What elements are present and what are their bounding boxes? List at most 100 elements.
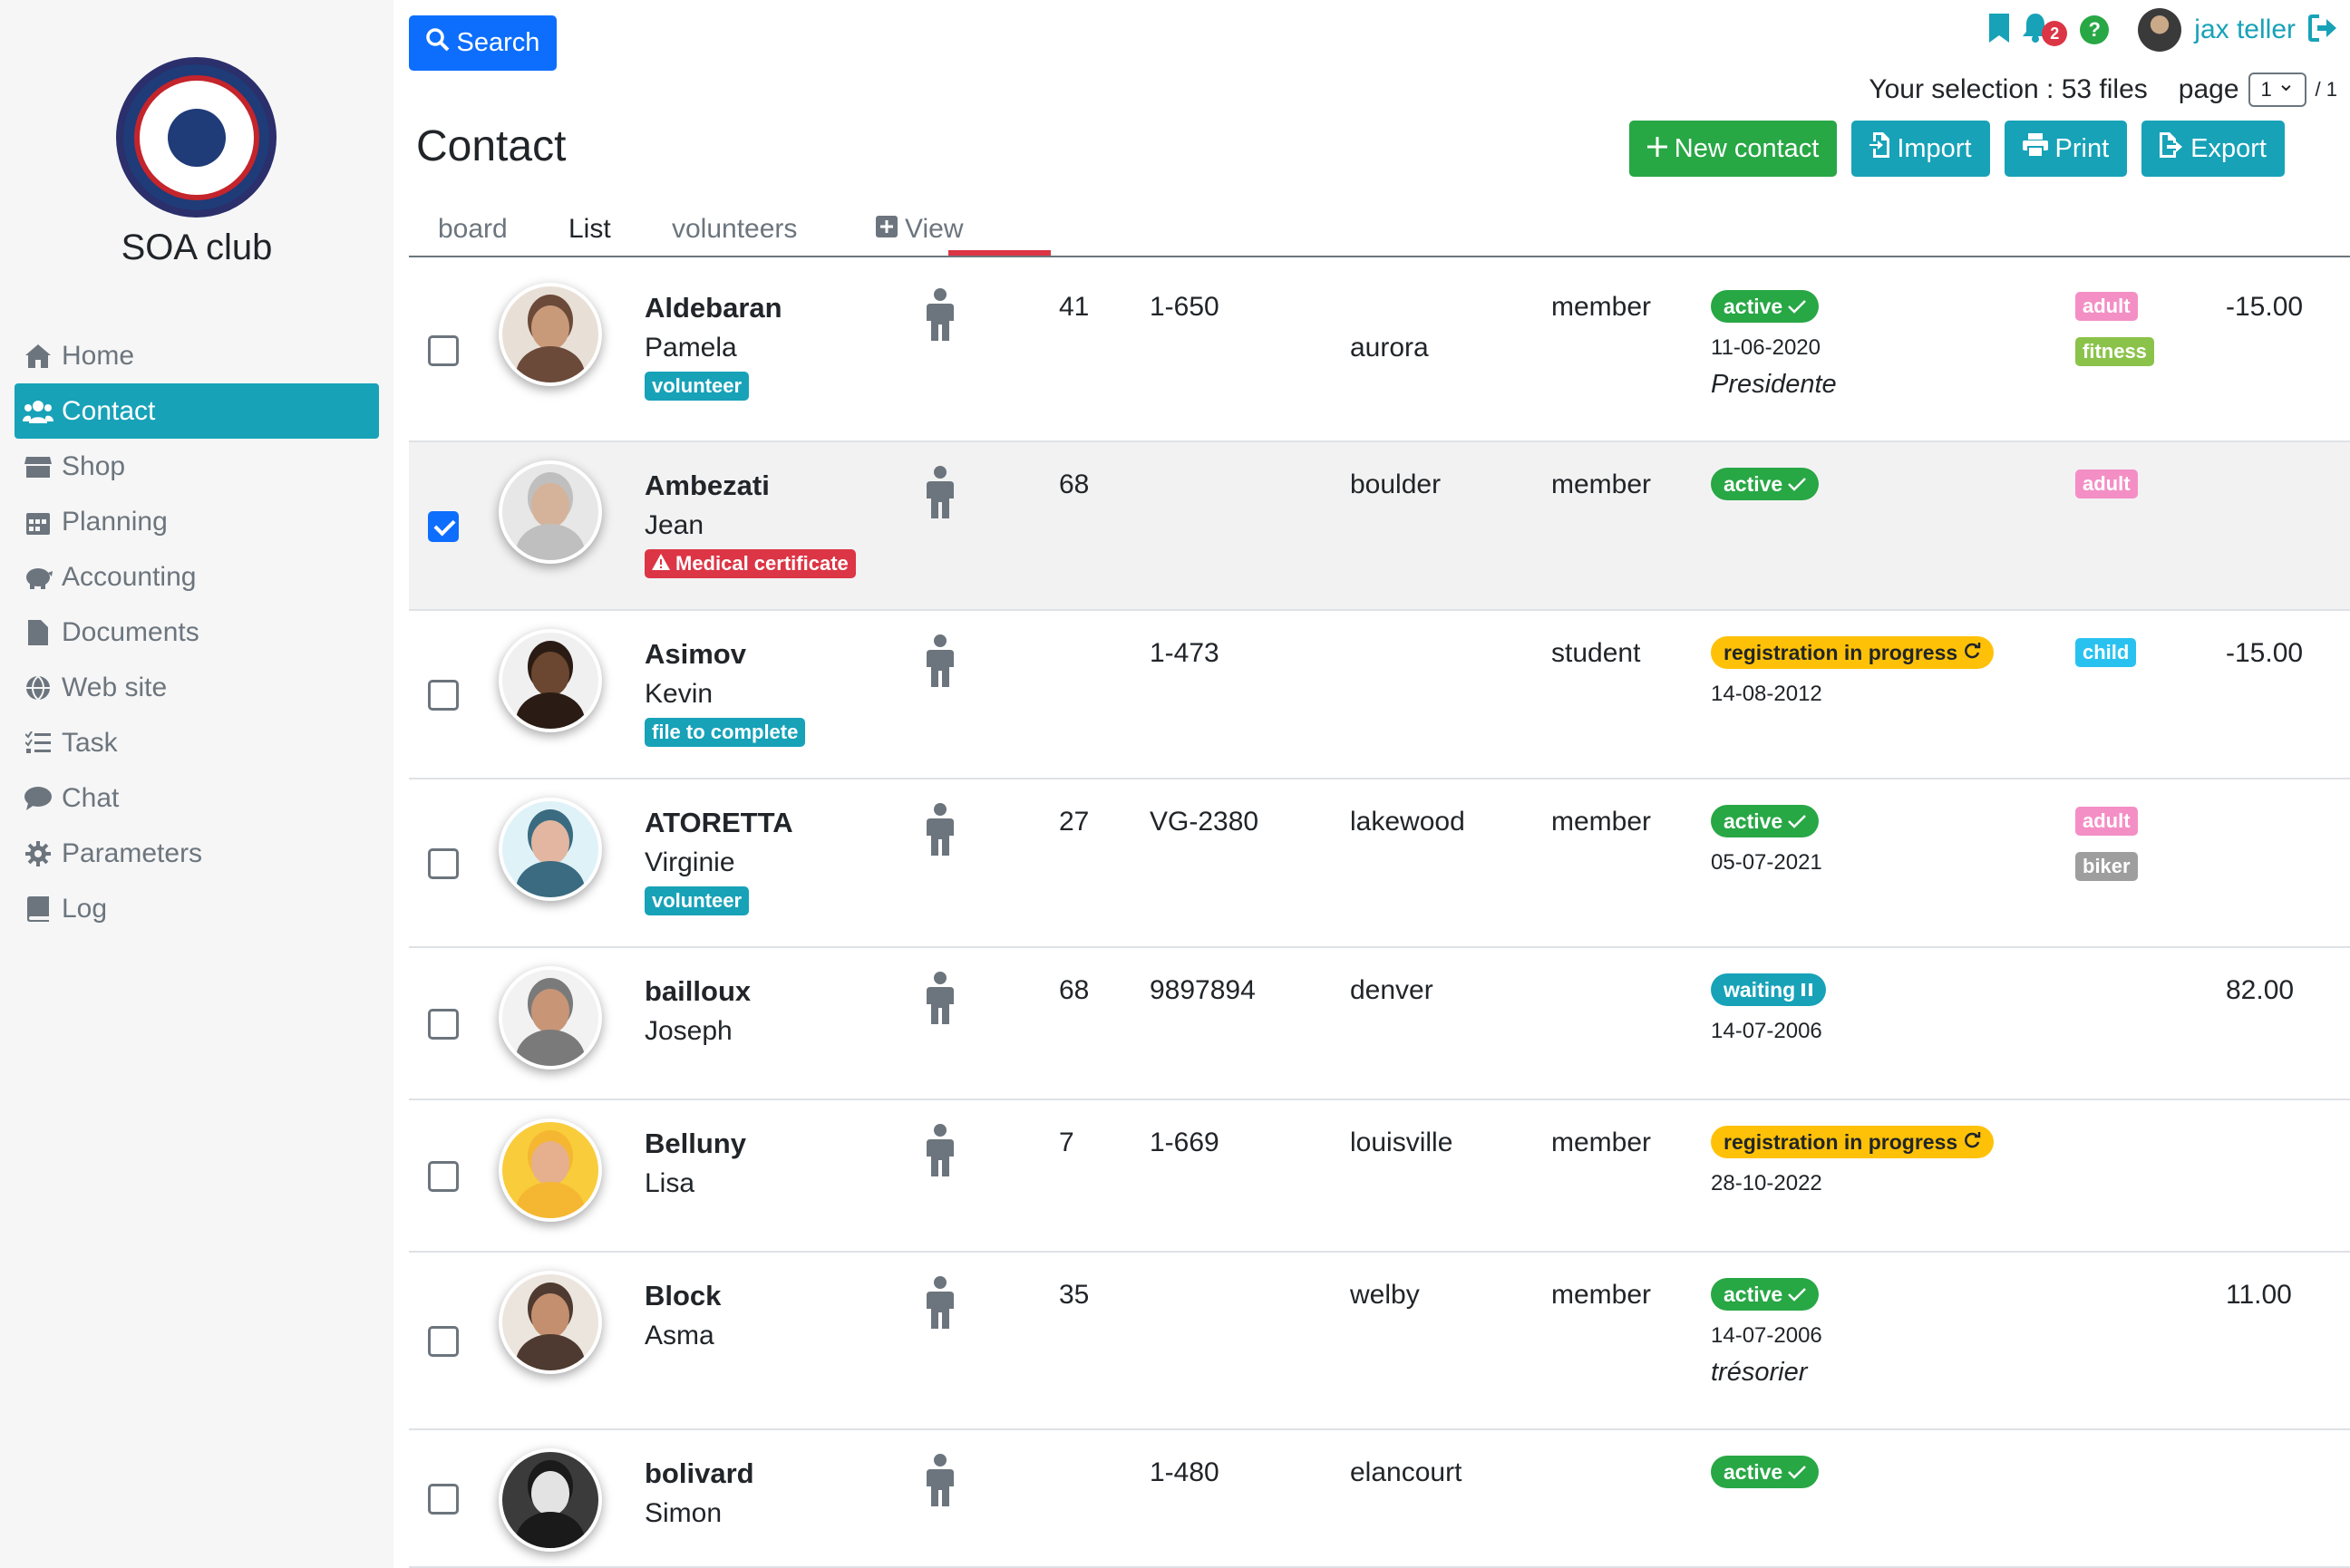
sidebar-item-accounting[interactable]: Accounting <box>15 549 379 605</box>
contact-avatar[interactable] <box>499 629 602 732</box>
check-icon <box>1788 472 1807 497</box>
contact-first-name: Simon <box>645 1498 723 1528</box>
sidebar-item-shop[interactable]: Shop <box>15 439 379 494</box>
import-button[interactable]: Import <box>1851 121 1990 177</box>
sidebar-item-label: Documents <box>62 616 199 647</box>
tab-volunteers[interactable]: volunteers <box>672 214 798 244</box>
help-icon[interactable]: ? <box>2080 15 2110 44</box>
contact-row[interactable]: ATORETTA Virginie volunteer 27 VG-2380 lakewo… <box>409 779 2350 948</box>
contact-last-name[interactable]: Asimov <box>645 638 746 670</box>
calendar-icon <box>22 509 54 535</box>
contact-last-name[interactable]: bailloux <box>645 975 752 1007</box>
sidebar-item-label: Task <box>62 727 118 758</box>
contact-status-date: 28-10-2022 <box>1711 1171 1822 1195</box>
print-label: Print <box>2054 133 2110 163</box>
contact-city: boulder <box>1350 469 1442 499</box>
person-icon <box>927 1124 954 1176</box>
category-badge: biker <box>2075 852 2138 881</box>
notification-count-badge: 2 <box>2042 21 2068 46</box>
contact-last-name[interactable]: Block <box>645 1280 722 1312</box>
contact-age: 7 <box>1059 1128 1074 1157</box>
contact-avatar[interactable] <box>499 966 602 1070</box>
user-avatar[interactable] <box>2138 8 2182 52</box>
contact-row[interactable]: Aldebaran Pamela volunteer 41 1-650 aurora mem… <box>409 259 2350 442</box>
row-checkbox[interactable] <box>428 848 459 879</box>
contact-last-name[interactable]: ATORETTA <box>645 807 793 838</box>
page-title: Contact <box>416 122 567 170</box>
row-checkbox[interactable] <box>428 511 459 542</box>
sidebar-item-website[interactable]: Web site <box>15 660 379 715</box>
sidebar-item-label: Parameters <box>62 837 203 868</box>
tab-view[interactable]: View <box>876 214 963 245</box>
sidebar-item-log[interactable]: Log <box>15 881 379 936</box>
contact-city: elancourt <box>1350 1457 1462 1487</box>
sidebar-item-planning[interactable]: Planning <box>15 494 379 549</box>
row-checkbox[interactable] <box>428 680 459 711</box>
contact-last-name[interactable]: bolivard <box>645 1457 754 1489</box>
status-label: active <box>1724 1282 1783 1306</box>
contact-row[interactable]: Block Asma 35 welby member active 14-07-2006 tr… <box>409 1253 2350 1430</box>
contact-balance: -15.00 <box>2226 292 2304 322</box>
row-checkbox[interactable] <box>428 1326 459 1357</box>
new-contact-button[interactable]: New contact <box>1628 121 1838 177</box>
club-name: SOA club <box>121 227 273 267</box>
search-button-label: Search <box>456 28 540 57</box>
contact-avatar[interactable] <box>499 460 602 564</box>
search-button[interactable]: Search <box>409 15 557 71</box>
club-logo[interactable] <box>116 57 277 218</box>
contact-member-type: member <box>1551 292 1652 322</box>
contact-last-name[interactable]: Ambezati <box>645 469 770 501</box>
export-button[interactable]: Export <box>2141 121 2285 177</box>
contact-last-name[interactable]: Aldebaran <box>645 292 782 324</box>
sidebar-item-contact[interactable]: Contact <box>15 383 379 439</box>
contact-status-badge: active <box>1711 290 1820 323</box>
sidebar-item-chat[interactable]: Chat <box>15 770 379 826</box>
notifications-button[interactable]: 2 <box>2022 12 2068 48</box>
row-checkbox[interactable] <box>428 335 459 366</box>
contact-row[interactable]: bolivard Simon 1-480 elancourt active <box>409 1430 2350 1568</box>
contact-member-type: member <box>1551 1128 1652 1157</box>
bookmark-icon[interactable] <box>1989 13 2010 47</box>
contact-status-date: 14-08-2012 <box>1711 682 1822 706</box>
category-badge: child <box>2075 638 2137 667</box>
page-label: page <box>2178 74 2239 104</box>
contact-age: 68 <box>1059 469 1090 499</box>
contact-avatar[interactable] <box>499 1448 602 1552</box>
contact-first-name: Joseph <box>645 1016 733 1046</box>
tab-list[interactable]: List <box>568 214 611 244</box>
user-name-link[interactable]: jax teller <box>2194 15 2296 44</box>
sidebar-item-home[interactable]: Home <box>15 328 379 383</box>
tab-board[interactable]: board <box>438 214 508 244</box>
row-checkbox[interactable] <box>428 1009 459 1040</box>
sidebar-item-parameters[interactable]: Parameters <box>15 826 379 881</box>
contact-row[interactable]: Ambezati Jean Medical certificate 68 boulder… <box>409 442 2350 611</box>
logout-icon[interactable] <box>2308 14 2337 47</box>
contact-row[interactable]: Belluny Lisa 7 1-669 louisville member registr… <box>409 1100 2350 1253</box>
contact-member-type: student <box>1551 638 1641 668</box>
comment-icon <box>22 786 54 810</box>
row-checkbox[interactable] <box>428 1161 459 1192</box>
page-select[interactable]: 1 <box>2248 71 2306 107</box>
contact-balance: 11.00 <box>2226 1280 2292 1310</box>
contact-role: trésorier <box>1711 1358 1808 1387</box>
status-label: registration in progress <box>1724 1129 1958 1154</box>
contact-first-name: Kevin <box>645 679 714 709</box>
contact-avatar[interactable] <box>499 1118 602 1222</box>
row-checkbox[interactable] <box>428 1484 459 1515</box>
sidebar-item-task[interactable]: Task <box>15 715 379 770</box>
contact-status-badge: waiting <box>1711 973 1827 1006</box>
gear-icon <box>22 840 54 866</box>
contact-first-name: Pamela <box>645 333 737 363</box>
print-button[interactable]: Print <box>2004 121 2128 177</box>
sidebar-item-documents[interactable]: Documents <box>15 605 379 660</box>
contact-row[interactable]: bailloux Joseph 68 9897894 denver waiting 14-0… <box>409 948 2350 1100</box>
contact-balance: 82.00 <box>2226 975 2295 1005</box>
person-icon <box>927 466 954 518</box>
contact-avatar[interactable] <box>499 283 602 386</box>
contact-last-name[interactable]: Belluny <box>645 1128 746 1159</box>
contact-avatar[interactable] <box>499 1271 602 1374</box>
contact-avatar[interactable] <box>499 798 602 901</box>
contact-tag: volunteer <box>645 372 750 401</box>
tasks-icon <box>22 731 54 755</box>
contact-row[interactable]: Asimov Kevin file to complete 1-473 student r… <box>409 611 2350 779</box>
